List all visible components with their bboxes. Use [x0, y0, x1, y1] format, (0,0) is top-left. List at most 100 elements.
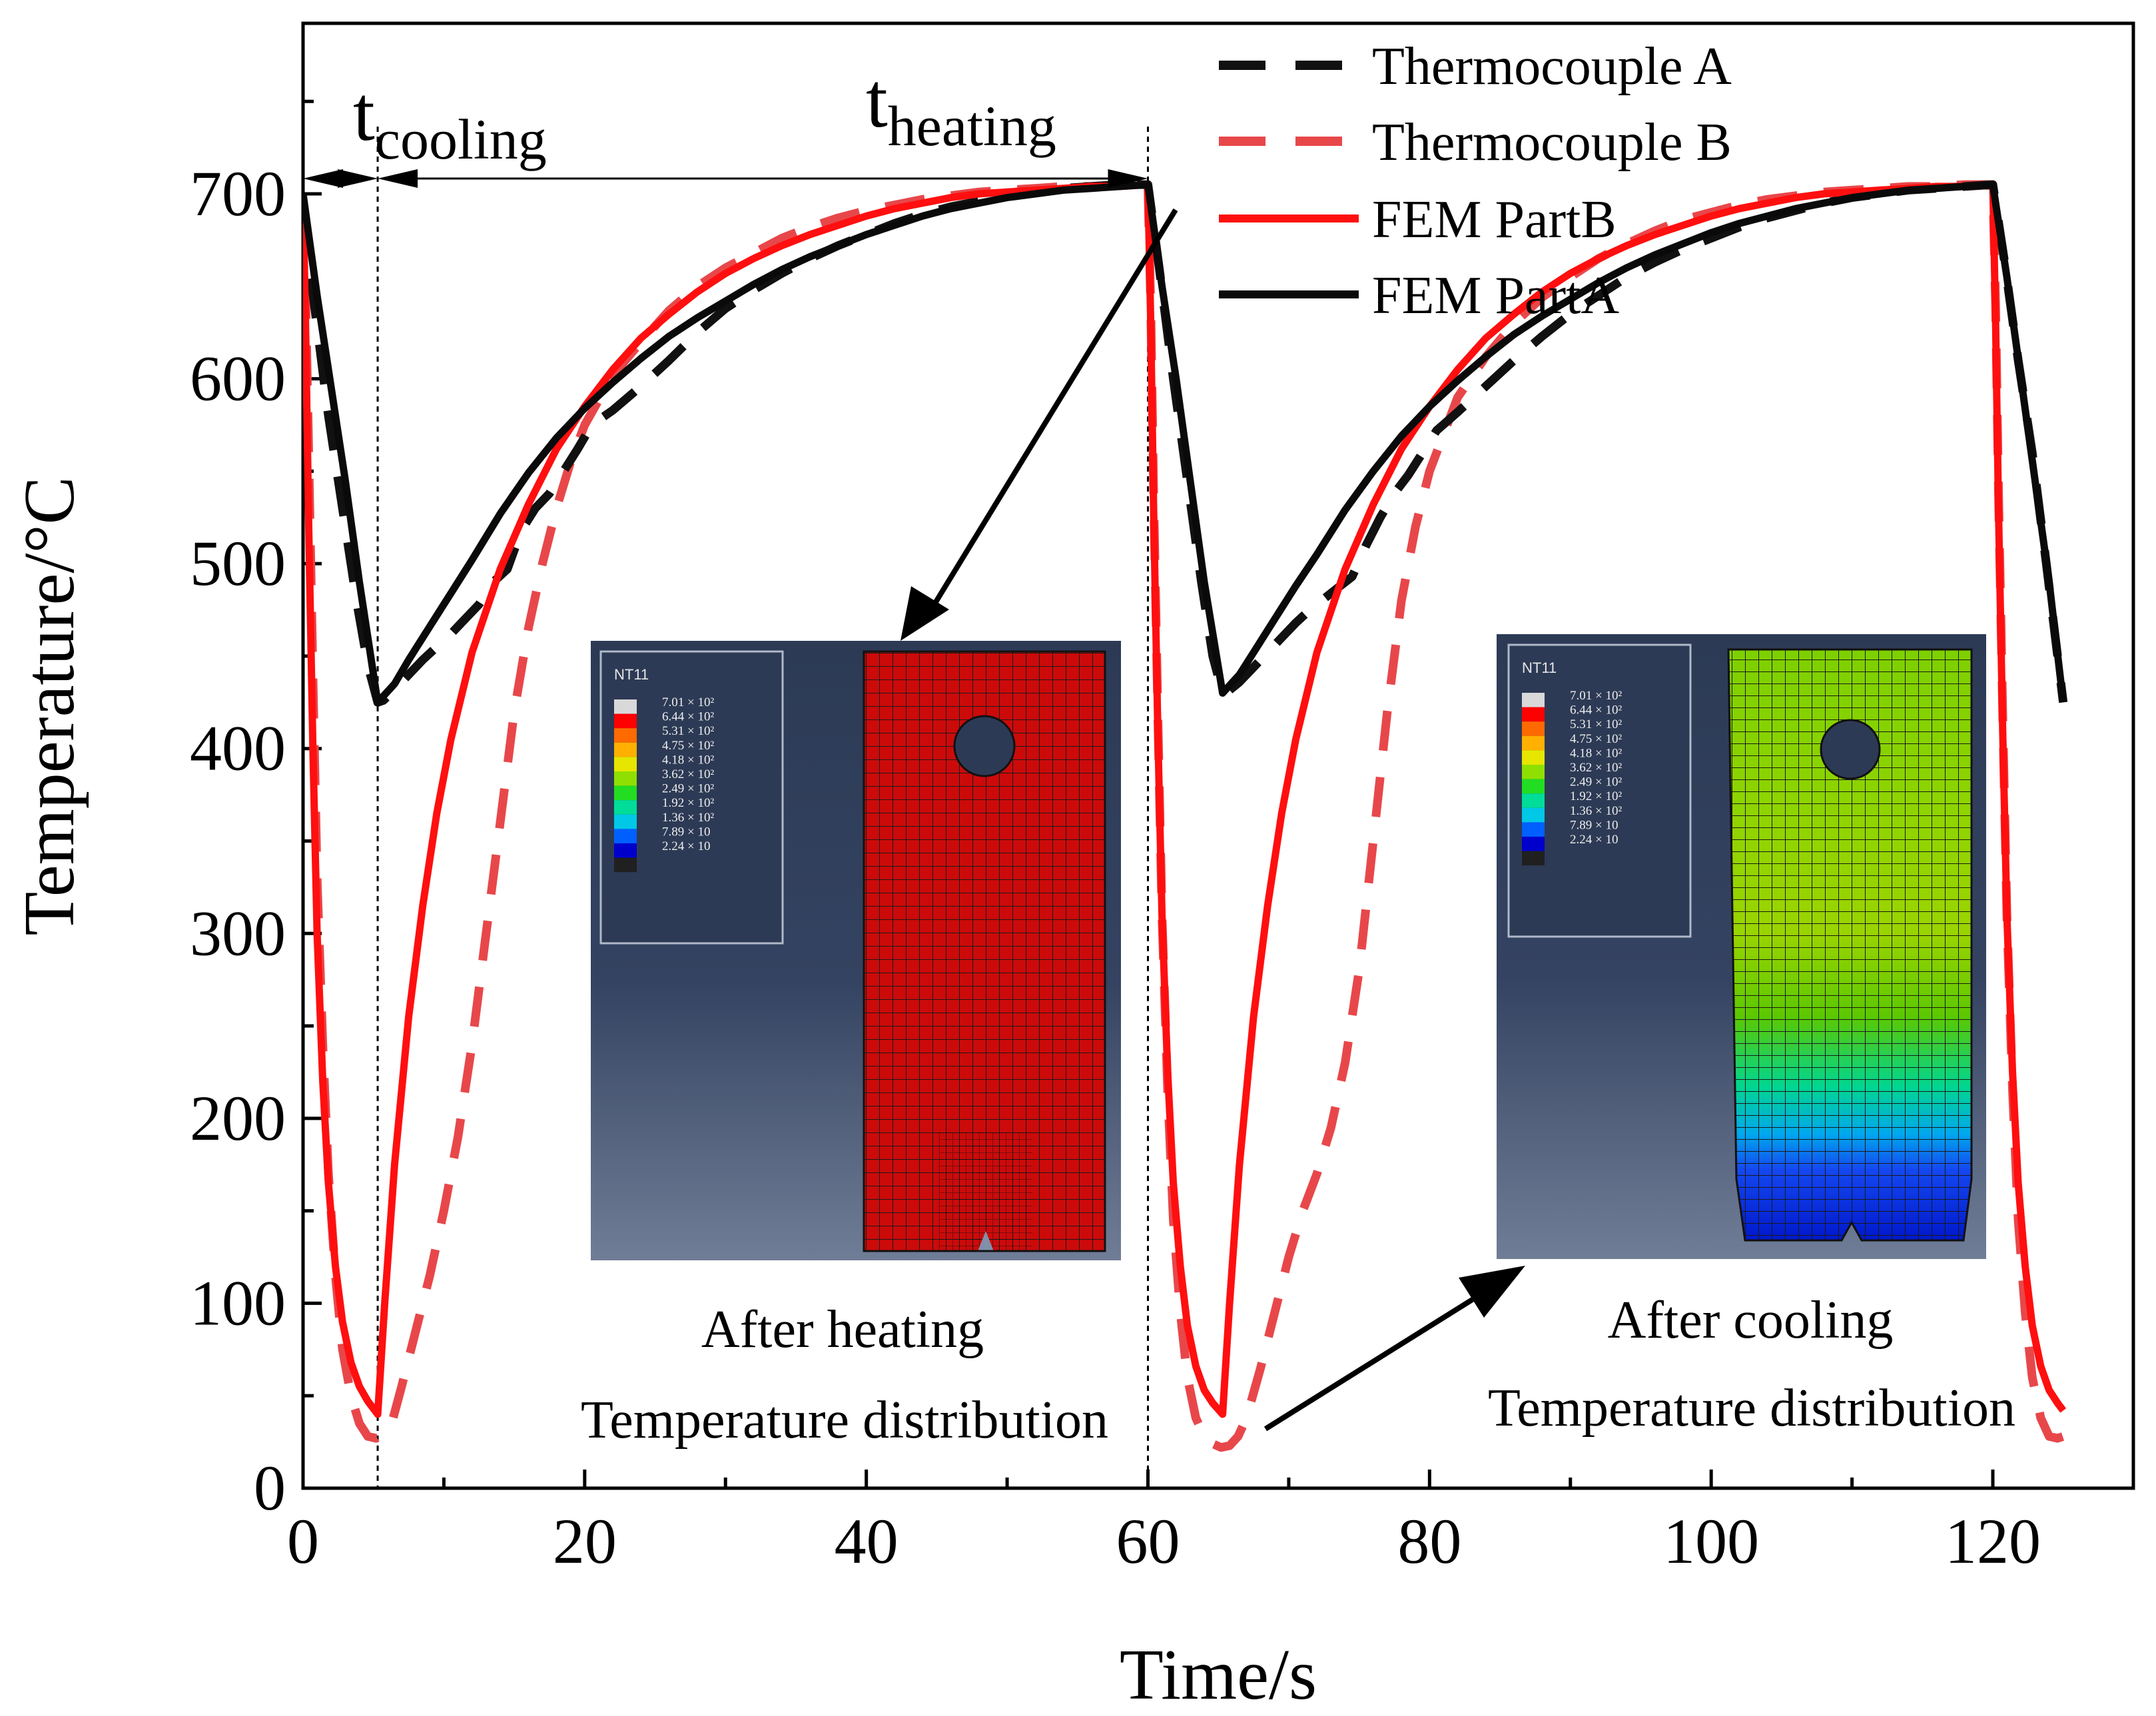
legend-color-swatch: [614, 800, 637, 815]
legend-value: 6.44 × 10²: [662, 710, 714, 724]
legend-value: 1.92 × 10²: [1570, 789, 1622, 803]
x-tick-label: 20: [553, 1505, 617, 1577]
arrowhead: [303, 169, 343, 188]
y-tick-label: 300: [190, 897, 286, 969]
x-tick-label: 80: [1397, 1505, 1461, 1577]
x-tick-label: 120: [1945, 1505, 2041, 1577]
legend-color-swatch: [1522, 851, 1545, 866]
legend-color-swatch: [614, 771, 637, 786]
specimen-outline: [863, 650, 1106, 1252]
arrowhead: [1108, 169, 1148, 188]
pointer-arrow-heating: [900, 208, 1178, 641]
legend-value: 7.01 × 10²: [662, 695, 714, 709]
t-cooling-label: tcooling: [353, 70, 547, 171]
legend-color-swatch: [614, 742, 637, 757]
legend-value: 7.89 × 10: [662, 825, 710, 839]
legend-color-swatch: [614, 785, 637, 801]
legend-value: 4.75 × 10²: [662, 739, 714, 753]
plot-frame: [301, 21, 2135, 1490]
legend-color-swatch: [614, 829, 637, 843]
x-tick-label: 40: [835, 1505, 898, 1577]
legend-value: 7.01 × 10²: [1570, 689, 1622, 703]
legend-value: 2.24 × 10: [662, 839, 710, 853]
t-heating-label: theating: [866, 57, 1056, 158]
legend-value: 2.24 × 10: [1570, 833, 1618, 847]
legend-value: 2.49 × 10²: [662, 782, 714, 796]
legend-color-swatch: [614, 757, 637, 771]
specimen-mesh: [1728, 649, 1972, 1240]
x-axis-label: Time/s: [1120, 1635, 1317, 1715]
specimen-notch: [978, 1231, 994, 1251]
legend-value: 5.31 × 10²: [1570, 717, 1622, 731]
legend-color-swatch: [614, 843, 637, 858]
legend-color-swatch: [1522, 750, 1545, 765]
legend-value: 1.92 × 10²: [662, 796, 714, 810]
y-tick-label: 100: [190, 1267, 286, 1338]
inset-legend-title: NT11: [614, 666, 649, 683]
legend-value: 4.18 × 10²: [1570, 746, 1622, 760]
interval-arrows: [303, 169, 1148, 188]
y-axis-label: Temperature/°C: [10, 476, 89, 935]
legend-value: 7.89 × 10: [1570, 818, 1618, 832]
period-markers: [376, 127, 1149, 1488]
legend-color-swatch: [1522, 765, 1545, 779]
legend-color-swatch: [614, 857, 637, 873]
series-layer: [303, 180, 2068, 1452]
legend-value: 5.31 × 10²: [662, 724, 714, 738]
legend-value: 3.62 × 10²: [662, 767, 714, 781]
y-tick-label: 200: [190, 1082, 286, 1154]
caption-after-heating: After heating: [701, 1300, 984, 1359]
y-tick-label: 400: [190, 713, 286, 784]
legend-value: 1.36 × 10²: [662, 811, 714, 825]
legend-value: 4.75 × 10²: [1570, 732, 1622, 746]
y-tick-label: 600: [190, 343, 286, 414]
series-fem-partb: [303, 181, 2067, 1418]
x-tick-label: 100: [1663, 1505, 1759, 1577]
legend-label: Thermocouple B: [1372, 113, 1732, 172]
legend-value: 3.62 × 10²: [1570, 761, 1622, 775]
tick-labels: 0 20 40 60 80 100 120 0 100 200 300 400 500 600 700: [190, 158, 2041, 1577]
legend-color-swatch: [1522, 693, 1545, 707]
inset-legend-title: NT11: [1522, 659, 1557, 676]
legend-label: Thermocouple A: [1372, 37, 1732, 96]
x-tick-label: 0: [287, 1505, 319, 1577]
specimen-outline: [1727, 648, 1973, 1242]
series-thermocouple-a: [303, 180, 2068, 707]
legend-value: 2.49 × 10²: [1570, 775, 1622, 789]
specimen-hole: [1820, 719, 1881, 780]
y-tick-label: 700: [190, 158, 286, 229]
legend-value: 6.44 × 10²: [1570, 703, 1622, 717]
x-tick-label: 60: [1116, 1505, 1180, 1577]
legend-color-swatch: [614, 699, 637, 714]
legend-label: FEM PartB: [1372, 191, 1617, 249]
y-tick-label: 0: [254, 1452, 286, 1523]
legend-color-swatch: [614, 728, 637, 743]
caption-heating-distribution: Temperature distribution: [581, 1391, 1108, 1450]
series-fem-parta: [303, 181, 2067, 706]
legend-color-swatch: [1522, 822, 1545, 837]
legend-color-swatch: [614, 814, 637, 829]
legend-color-swatch: [1522, 807, 1545, 823]
arrowhead: [338, 169, 378, 188]
y-tick-label: 500: [190, 528, 286, 599]
legend-color-swatch: [1522, 779, 1545, 794]
legend-color-swatch: [1522, 707, 1545, 722]
legend-label: FEM PartA: [1372, 266, 1619, 325]
legend-color-swatch: [1522, 793, 1545, 808]
caption-cooling-distribution: Temperature distribution: [1488, 1379, 2015, 1438]
legend-value: 4.18 × 10²: [662, 753, 714, 767]
legend-value: 1.36 × 10²: [1570, 804, 1622, 818]
legend-color-swatch: [614, 713, 637, 729]
legend-color-swatch: [1522, 721, 1545, 736]
specimen-hole: [953, 715, 1016, 777]
caption-after-cooling: After cooling: [1608, 1291, 1894, 1350]
arrowhead: [378, 169, 418, 188]
legend-color-swatch: [1522, 735, 1545, 751]
pointer-arrow-cooling: [1263, 1266, 1525, 1432]
legend: Thermocouple A Thermocouple B FEM PartB FEM…: [1219, 37, 1732, 325]
